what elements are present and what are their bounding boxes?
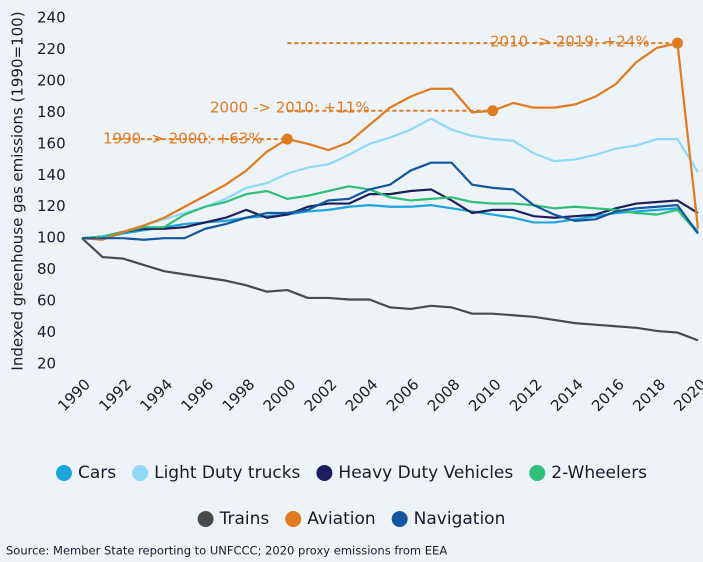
x-tick-label: 2010 xyxy=(465,375,505,415)
annotation: 1990 -> 2000: +63% xyxy=(103,130,263,148)
y-tick-label: 140 xyxy=(37,166,66,184)
y-tick-label: 180 xyxy=(37,103,66,121)
x-tick-label: 2014 xyxy=(547,375,587,415)
legend-label: Heavy Duty Vehicles xyxy=(338,463,513,483)
x-tick-label: 2012 xyxy=(506,375,546,415)
legend-label: Navigation xyxy=(414,509,506,529)
y-tick-label: 40 xyxy=(37,323,56,341)
y-tick-label: 220 xyxy=(37,40,66,58)
series-line xyxy=(81,237,699,342)
legend-marker xyxy=(197,511,214,527)
x-tick-label: 1998 xyxy=(219,375,259,415)
y-tick-label: 20 xyxy=(37,355,56,373)
legend-label: Light Duty trucks xyxy=(154,463,300,483)
legend-marker xyxy=(285,511,302,527)
y-tick-label: 120 xyxy=(37,197,66,215)
y-tick-label: 240 xyxy=(37,9,66,27)
series-line xyxy=(81,188,699,240)
x-tick-label: 2004 xyxy=(342,375,382,415)
series-line xyxy=(82,204,699,240)
annotation-dot xyxy=(281,133,293,145)
annotation-dot xyxy=(487,105,499,117)
x-tick-label: 2008 xyxy=(424,375,464,415)
x-tick-label: 1994 xyxy=(136,375,176,415)
y-tick-label: 100 xyxy=(37,229,66,247)
x-tick-label: 1990 xyxy=(54,375,94,415)
x-tick-label: 2006 xyxy=(383,375,423,415)
x-tick-label: 2000 xyxy=(260,375,300,415)
y-tick-label: 60 xyxy=(37,292,56,310)
source: Source: Member State reporting to UNFCCC… xyxy=(6,544,447,558)
series-line xyxy=(82,161,699,241)
x-tick-label: 2016 xyxy=(588,375,628,415)
annotation-dot xyxy=(671,37,683,49)
x-tick-label: 2002 xyxy=(301,375,341,415)
legend-label: Cars xyxy=(78,463,116,483)
series-line xyxy=(82,117,699,240)
legend-marker xyxy=(55,465,72,481)
annotation: 2010 -> 2019: +24% xyxy=(490,33,650,51)
y-tick-label: 200 xyxy=(37,71,66,89)
y-tick-label: 160 xyxy=(37,134,66,152)
x-tick-label: 2020 xyxy=(670,375,703,415)
legend-label: 2-Wheelers xyxy=(551,463,647,483)
legend-marker xyxy=(132,465,149,481)
x-tick-label: 2018 xyxy=(629,375,669,415)
series-line xyxy=(81,42,700,241)
series-line xyxy=(81,185,699,240)
x-tick-label: 1996 xyxy=(177,375,217,415)
legend-marker xyxy=(391,511,408,527)
y-tick-label: 80 xyxy=(37,260,56,278)
legend-marker xyxy=(529,465,546,481)
legend-label: Trains xyxy=(219,509,270,529)
x-tick-label: 1992 xyxy=(95,375,135,415)
legend-marker xyxy=(316,465,333,481)
annotation: 2000 -> 2010: +11% xyxy=(210,99,370,117)
y-axis-label: Indexed greenhouse gas emissions (1990=1… xyxy=(9,11,27,370)
legend-label: Aviation xyxy=(307,509,375,529)
